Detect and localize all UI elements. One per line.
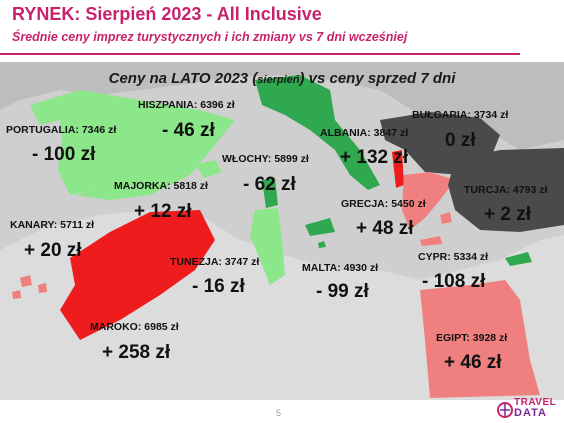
- region-kanary: [12, 275, 47, 299]
- name-maroko: MAROKO: [90, 321, 138, 333]
- slide-footer: [0, 400, 564, 423]
- map-area: [0, 62, 564, 400]
- name-egipt: EGIPT: [436, 332, 467, 344]
- slide-subtitle: Średnie ceny imprez turystycznych i ich …: [12, 30, 408, 44]
- map-title-main: Ceny na LATO 2023 (: [108, 70, 258, 87]
- price-cypr: 5334 zł: [453, 251, 489, 263]
- name-portugalia: PORTUGALIA: [6, 124, 76, 136]
- change-portugalia: - 100 zł: [32, 144, 96, 165]
- label-hiszpania: HISZPANIA: 6396 zł: [138, 99, 235, 111]
- change-maroko: + 258 zł: [102, 342, 171, 363]
- price-albania: 3847 zł: [373, 127, 409, 139]
- region-turcja: [448, 148, 564, 232]
- label-majorka: MAJORKA: 5818 zł: [114, 180, 208, 192]
- name-albania: ALBANIA: [320, 127, 368, 139]
- name-turcja: TURCJA: [464, 184, 507, 196]
- price-turcja: 4793 zł: [513, 184, 548, 196]
- price-egipt: 3928 zł: [472, 332, 508, 344]
- map-title-end: ) vs ceny sprzed 7 dni: [299, 70, 456, 87]
- region-wlochy-sardinia: [262, 178, 278, 208]
- name-grecja: GRECJA: [341, 198, 385, 210]
- price-majorka: 5818 zł: [173, 180, 208, 192]
- page-number: 5: [276, 408, 282, 418]
- travel-data-logo: TRAVEL DATA: [496, 397, 560, 421]
- slide-title: RYNEK: Sierpień 2023 - All Inclusive: [12, 4, 322, 24]
- label-turcja: TURCJA: 4793 zł: [464, 184, 548, 196]
- name-hiszpania: HISZPANIA: [138, 99, 194, 111]
- name-bulgaria: BUŁGARIA: [412, 109, 468, 121]
- region-grecja-islands: [420, 212, 452, 246]
- region-malta: [318, 241, 326, 248]
- region-hiszpania: [30, 90, 235, 200]
- name-tunezja: TUNEZJA: [170, 256, 219, 268]
- price-kanary: 5711 zł: [60, 219, 95, 231]
- region-tunezja: [250, 208, 285, 285]
- price-wlochy: 5899 zł: [274, 153, 309, 165]
- name-kanary: KANARY: [10, 219, 54, 231]
- region-cypr: [505, 252, 532, 266]
- price-portugalia: 7346 zł: [81, 124, 117, 136]
- label-albania: ALBANIA: 3847 zł: [320, 127, 409, 139]
- slide-header: RYNEK: Sierpień 2023 - All Inclusive Śre…: [0, 0, 564, 62]
- label-kanary: KANARY: 5711 zł: [10, 219, 95, 231]
- label-grecja: GRECJA: 5450 zł: [341, 198, 426, 210]
- change-cypr: - 108 zł: [422, 271, 486, 292]
- price-malta: 4930 zł: [343, 262, 379, 274]
- price-tunezja: 3747 zł: [224, 256, 260, 268]
- change-grecja: + 48 zł: [356, 218, 414, 239]
- label-egipt: EGIPT: 3928 zł: [436, 332, 508, 344]
- label-maroko: MAROKO: 6985 zł: [90, 321, 179, 333]
- region-albania: [392, 150, 404, 188]
- region-wlochy: [255, 75, 380, 190]
- name-wlochy: WŁOCHY: [222, 153, 268, 165]
- price-bulgaria: 3734 zł: [473, 109, 509, 121]
- label-wlochy: WŁOCHY: 5899 zł: [222, 153, 309, 165]
- price-grecja: 5450 zł: [391, 198, 426, 210]
- region-egipt: [420, 280, 540, 398]
- price-maroko: 6985 zł: [144, 321, 179, 333]
- change-albania: + 132 zł: [340, 147, 409, 168]
- change-majorka: + 12 zł: [134, 201, 192, 222]
- label-tunezja: TUNEZJA: 3747 zł: [170, 256, 260, 268]
- region-majorka: [195, 160, 222, 178]
- name-majorka: MAJORKA: [114, 180, 168, 192]
- map-title-small: sierpień: [257, 74, 300, 86]
- region-wlochy-sicily: [305, 218, 335, 236]
- logo-icon: [497, 402, 513, 418]
- label-malta: MALTA: 4930 zł: [302, 262, 379, 274]
- region-portugalia: [58, 112, 100, 195]
- header-divider: [0, 53, 520, 55]
- land-north-background: [0, 62, 564, 150]
- label-cypr: CYPR: 5334 zł: [418, 251, 489, 263]
- change-kanary: + 20 zł: [24, 240, 82, 261]
- change-bulgaria: 0 zł: [445, 130, 476, 151]
- map-title: Ceny na LATO 2023 (sierpień) vs ceny spr…: [0, 70, 564, 87]
- name-malta: MALTA: [302, 262, 338, 274]
- change-wlochy: - 62 zł: [243, 174, 296, 195]
- logo-line2: DATA: [514, 407, 547, 419]
- map-svg: [0, 62, 564, 400]
- region-maroko: [60, 210, 215, 340]
- logo-line1: TRAVEL: [514, 397, 557, 408]
- change-tunezja: - 16 zł: [192, 276, 245, 297]
- region-grecja: [402, 172, 455, 230]
- label-portugalia: PORTUGALIA: 7346 zł: [6, 124, 117, 136]
- change-malta: - 99 zł: [316, 281, 369, 302]
- name-cypr: CYPR: [418, 251, 448, 263]
- change-turcja: + 2 zł: [484, 204, 531, 225]
- change-hiszpania: - 46 zł: [162, 120, 215, 141]
- label-bulgaria: BUŁGARIA: 3734 zł: [412, 109, 509, 121]
- price-hiszpania: 6396 zł: [200, 99, 235, 111]
- change-egipt: + 46 zł: [444, 352, 502, 373]
